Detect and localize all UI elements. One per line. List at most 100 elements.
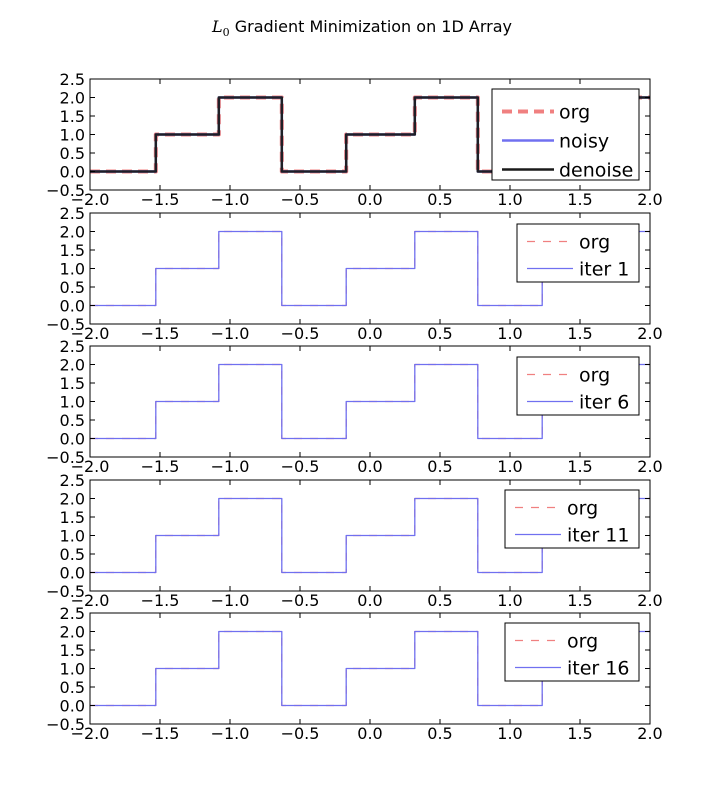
y-tick-label: 1.0 bbox=[60, 660, 85, 679]
plot-area bbox=[90, 630, 650, 707]
legend-label: org bbox=[567, 631, 598, 653]
x-tick-label: 0.0 bbox=[357, 457, 382, 476]
figure-title: L0 Gradient Minimization on 1D Array bbox=[211, 17, 512, 39]
subplot-2: −2.0 −1.5 −1.0 −0.5 0.0 0.5 1.0 1.5 2.0−0.50.00.… bbox=[46, 204, 663, 343]
x-tick-label: 1.5 bbox=[567, 591, 592, 610]
y-tick-label: 2.5 bbox=[60, 604, 85, 623]
x-tick-label: 1.0 bbox=[497, 324, 522, 343]
x-tick-label: −1.0 bbox=[211, 190, 250, 209]
y-tick-label: 2.5 bbox=[60, 471, 85, 490]
subplot-1: −2.0 −1.5 −1.0 −0.5 0.0 0.5 1.0 1.5 2.0−0.50.00.… bbox=[46, 70, 663, 209]
subplot-4: −2.0 −1.5 −1.0 −0.5 0.0 0.5 1.0 1.5 2.0−0.50.00.… bbox=[46, 471, 663, 610]
x-tick-label: 1.0 bbox=[497, 190, 522, 209]
x-tick-label: 0.5 bbox=[427, 324, 452, 343]
legend-box bbox=[504, 622, 640, 682]
x-tick-label: 0.0 bbox=[357, 591, 382, 610]
x-tick-label: 2.0 bbox=[637, 190, 662, 209]
x-tick-label: −0.5 bbox=[281, 324, 320, 343]
legend-label: iter 6 bbox=[579, 392, 629, 414]
y-tick-label: 2.0 bbox=[60, 623, 85, 642]
y-tick-label: 0.5 bbox=[60, 545, 85, 564]
x-tick-label: 1.5 bbox=[567, 724, 592, 743]
y-tick-label: 0.5 bbox=[60, 144, 85, 163]
y-tick-label: 2.0 bbox=[60, 490, 85, 509]
y-tick-label: 0.0 bbox=[60, 697, 85, 716]
x-tick-label: −1.5 bbox=[141, 724, 180, 743]
x-tick-label: −1.0 bbox=[211, 591, 250, 610]
x-tick-label: −1.5 bbox=[141, 457, 180, 476]
y-tick-label: 1.5 bbox=[60, 241, 85, 260]
x-tick-label: 0.5 bbox=[427, 724, 452, 743]
legend-label: iter 1 bbox=[579, 259, 629, 281]
x-tick-label: 0.5 bbox=[427, 190, 452, 209]
x-tick-label: −2.0 bbox=[71, 724, 110, 743]
y-tick-label: 0.0 bbox=[60, 430, 85, 449]
subplot-3: −2.0 −1.5 −1.0 −0.5 0.0 0.5 1.0 1.5 2.0−0.50.00.… bbox=[46, 337, 663, 476]
x-tick-label: 1.0 bbox=[497, 457, 522, 476]
y-tick-label: 1.0 bbox=[60, 260, 85, 279]
legend-label: org bbox=[559, 102, 590, 124]
y-tick-label: 1.5 bbox=[60, 641, 85, 660]
series-line-iter-1 bbox=[90, 230, 650, 307]
x-tick-label: 0.0 bbox=[357, 324, 382, 343]
x-tick-label: −0.5 bbox=[281, 591, 320, 610]
x-tick-label: −1.0 bbox=[211, 457, 250, 476]
x-tick-label: 1.5 bbox=[567, 324, 592, 343]
x-tick-label: 1.5 bbox=[567, 190, 592, 209]
plot-area bbox=[90, 363, 650, 440]
x-tick-label: 0.5 bbox=[427, 457, 452, 476]
y-tick-label: 1.0 bbox=[60, 393, 85, 412]
plot-area bbox=[90, 497, 650, 574]
y-tick-label: −0.5 bbox=[46, 181, 85, 200]
x-tick-label: 0.0 bbox=[357, 190, 382, 209]
y-tick-label: 1.5 bbox=[60, 374, 85, 393]
x-tick-label: 2.0 bbox=[637, 457, 662, 476]
legend: org iter 16 bbox=[504, 622, 640, 682]
y-tick-label: 0.5 bbox=[60, 278, 85, 297]
legend-box bbox=[491, 88, 640, 181]
y-tick-label: −0.5 bbox=[46, 582, 85, 601]
y-tick-label: −0.5 bbox=[46, 715, 85, 734]
legend-box bbox=[504, 489, 640, 549]
y-tick-label: 0.5 bbox=[60, 411, 85, 430]
y-tick-label: 0.0 bbox=[60, 297, 85, 316]
x-tick-label: 2.0 bbox=[637, 724, 662, 743]
x-tick-label: 1.0 bbox=[497, 591, 522, 610]
x-tick-label: 2.0 bbox=[637, 324, 662, 343]
series-line-iter-16 bbox=[90, 630, 650, 707]
subplots: −2.0 −1.5 −1.0 −0.5 0.0 0.5 1.0 1.5 2.0−0.50.00.… bbox=[46, 70, 663, 743]
y-tick-label: 0.0 bbox=[60, 564, 85, 583]
y-tick-label: 1.0 bbox=[60, 126, 85, 145]
x-tick-label: −2.0 bbox=[71, 457, 110, 476]
y-tick-label: 2.5 bbox=[60, 337, 85, 356]
y-tick-label: 2.5 bbox=[60, 70, 85, 89]
x-tick-label: 0.0 bbox=[357, 724, 382, 743]
legend-label: noisy bbox=[559, 131, 609, 153]
x-tick-label: 0.5 bbox=[427, 591, 452, 610]
legend-label: org bbox=[579, 365, 610, 387]
x-tick-label: −2.0 bbox=[71, 190, 110, 209]
x-tick-label: −2.0 bbox=[71, 324, 110, 343]
y-tick-label: 2.0 bbox=[60, 89, 85, 108]
x-tick-label: −0.5 bbox=[281, 190, 320, 209]
subplot-5: −2.0 −1.5 −1.0 −0.5 0.0 0.5 1.0 1.5 2.0−0.50.00.… bbox=[46, 604, 663, 743]
legend-label: org bbox=[567, 498, 598, 520]
y-tick-label: 0.5 bbox=[60, 678, 85, 697]
y-tick-label: 0.0 bbox=[60, 163, 85, 182]
y-tick-label: −0.5 bbox=[46, 448, 85, 467]
plot-area bbox=[90, 230, 650, 307]
y-tick-label: 1.0 bbox=[60, 527, 85, 546]
x-tick-label: −1.5 bbox=[141, 324, 180, 343]
legend: org iter 1 bbox=[516, 223, 640, 283]
x-tick-label: −0.5 bbox=[281, 724, 320, 743]
y-tick-label: 2.0 bbox=[60, 356, 85, 375]
series-line-iter-6 bbox=[90, 363, 650, 440]
y-tick-label: 2.5 bbox=[60, 204, 85, 223]
y-tick-label: 1.5 bbox=[60, 107, 85, 126]
legend-box bbox=[516, 356, 640, 416]
y-tick-label: 2.0 bbox=[60, 223, 85, 242]
legend: org noisy denoise bbox=[491, 88, 640, 182]
x-tick-label: −1.0 bbox=[211, 724, 250, 743]
x-tick-label: −1.5 bbox=[141, 591, 180, 610]
